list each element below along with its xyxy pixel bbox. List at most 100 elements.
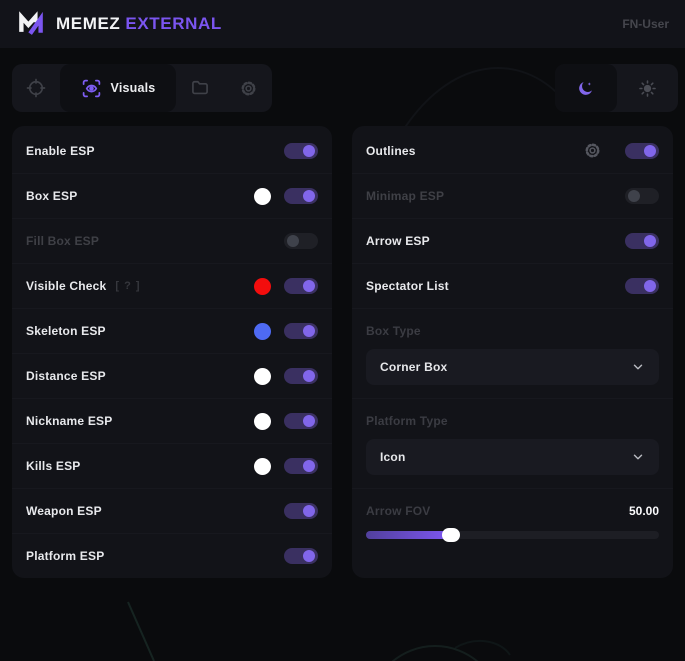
setting-label: Minimap ESP — [366, 189, 445, 203]
row-controls — [284, 503, 318, 519]
setting-label: Skeleton ESP — [26, 324, 106, 338]
weapon-esp-toggle[interactable] — [284, 503, 318, 519]
toggle-knob — [303, 415, 315, 427]
setting-label: Enable ESP — [26, 143, 95, 158]
toggle-knob — [287, 235, 299, 247]
moon-icon — [576, 79, 595, 98]
fill-box-esp-toggle[interactable] — [284, 233, 318, 249]
setting-row-fill-box-esp: Fill Box ESP — [12, 218, 332, 263]
setting-label: Distance ESP — [26, 369, 106, 383]
box-type-select[interactable]: Corner Box — [366, 349, 659, 385]
sun-icon — [638, 79, 657, 98]
arrow-fov-header: Arrow FOV 50.00 — [352, 489, 673, 518]
box-type-group: Box Type Corner Box — [352, 308, 673, 385]
spectator-list-toggle[interactable] — [625, 278, 659, 294]
chevron-down-icon — [631, 450, 645, 464]
row-controls — [625, 278, 659, 294]
tab-label: Visuals — [110, 81, 156, 95]
tab-bar: Visuals — [12, 64, 272, 112]
row-controls — [625, 188, 659, 204]
theme-light-button[interactable] — [617, 64, 679, 112]
arrow-esp-toggle[interactable] — [625, 233, 659, 249]
tab-aimbot[interactable] — [12, 64, 60, 112]
nickname-esp-toggle[interactable] — [284, 413, 318, 429]
visible-check-toggle[interactable] — [284, 278, 318, 294]
setting-row-enable-esp: Enable ESP — [12, 128, 332, 173]
row-controls — [284, 233, 318, 249]
setting-row-outlines: Outlines — [352, 128, 673, 173]
toggle-knob — [303, 370, 315, 382]
right-settings-panel: Outlines Minimap ESP Arrow ESP Spectator Li… — [352, 126, 673, 578]
tab-visuals[interactable]: Visuals — [60, 64, 176, 112]
box-esp-toggle[interactable] — [284, 188, 318, 204]
distance-esp-toggle[interactable] — [284, 368, 318, 384]
slider-fill — [366, 528, 460, 542]
row-controls — [254, 457, 318, 475]
skeleton-esp-color-swatch[interactable] — [254, 322, 271, 340]
toggle-knob — [644, 280, 656, 292]
outlines-toggle[interactable] — [625, 142, 659, 159]
outlines-settings-gear-icon[interactable] — [583, 141, 602, 160]
toggle-knob — [303, 460, 315, 472]
setting-row-box-esp: Box ESP — [12, 173, 332, 218]
toggle-knob — [303, 190, 315, 202]
setting-label: Visible Check[ ? ] — [26, 279, 141, 293]
box-esp-color-swatch[interactable] — [254, 187, 271, 205]
crosshair-icon — [26, 78, 46, 98]
app-title-accent: EXTERNAL — [125, 14, 222, 33]
setting-row-spectator-list: Spectator List — [352, 263, 673, 308]
row-controls — [254, 187, 318, 205]
brand-logo-icon — [16, 9, 46, 39]
arrow-fov-slider[interactable] — [366, 528, 659, 542]
tab-configs[interactable] — [176, 64, 224, 112]
platform-type-group: Platform Type Icon — [352, 398, 673, 475]
nickname-esp-color-swatch[interactable] — [254, 412, 271, 430]
distance-esp-color-swatch[interactable] — [254, 367, 271, 385]
setting-label: Arrow ESP — [366, 234, 430, 248]
box-type-label: Box Type — [366, 324, 421, 338]
row-controls — [254, 322, 318, 340]
toggle-knob — [303, 550, 315, 562]
minimap-esp-toggle[interactable] — [625, 188, 659, 204]
skeleton-esp-toggle[interactable] — [284, 323, 318, 339]
scan-eye-icon — [81, 78, 102, 99]
setting-label: Box ESP — [26, 189, 78, 203]
brand: MEMEZ EXTERNAL — [16, 9, 222, 39]
kills-esp-color-swatch[interactable] — [254, 457, 271, 475]
visible-check-color-swatch[interactable] — [254, 277, 271, 295]
toggle-knob — [303, 280, 315, 292]
platform-type-select[interactable]: Icon — [366, 439, 659, 475]
theme-dark-button[interactable] — [555, 64, 617, 112]
enable-esp-toggle[interactable] — [284, 142, 318, 159]
app-title-primary: MEMEZ — [56, 14, 121, 33]
toggle-knob — [303, 505, 315, 517]
row-controls — [284, 548, 318, 564]
setting-row-kills-esp: Kills ESP — [12, 443, 332, 488]
app-title: MEMEZ EXTERNAL — [56, 14, 222, 34]
toggle-knob — [628, 190, 640, 202]
theme-switcher — [555, 64, 678, 112]
box-type-selected-value: Corner Box — [380, 360, 448, 374]
tab-settings[interactable] — [224, 64, 272, 112]
row-controls — [583, 141, 659, 160]
arrow-fov-group: Arrow FOV 50.00 — [352, 488, 673, 542]
platform-esp-toggle[interactable] — [284, 548, 318, 564]
setting-label: Platform ESP — [26, 549, 105, 563]
toggle-knob — [644, 144, 656, 157]
chevron-down-icon — [631, 360, 645, 374]
slider-knob[interactable] — [441, 528, 460, 542]
setting-label: Spectator List — [366, 279, 449, 293]
setting-row-minimap-esp: Minimap ESP — [352, 173, 673, 218]
folder-icon — [190, 78, 210, 98]
username-label: FN-User — [622, 17, 669, 31]
toggle-knob — [303, 325, 315, 337]
gear-icon — [239, 79, 258, 98]
setting-row-arrow-esp: Arrow ESP — [352, 218, 673, 263]
row-controls — [625, 233, 659, 249]
kills-esp-toggle[interactable] — [284, 458, 318, 474]
setting-label: Kills ESP — [26, 459, 81, 473]
toggle-knob — [644, 235, 656, 247]
setting-row-nickname-esp: Nickname ESP — [12, 398, 332, 443]
setting-label: Fill Box ESP — [26, 234, 100, 248]
